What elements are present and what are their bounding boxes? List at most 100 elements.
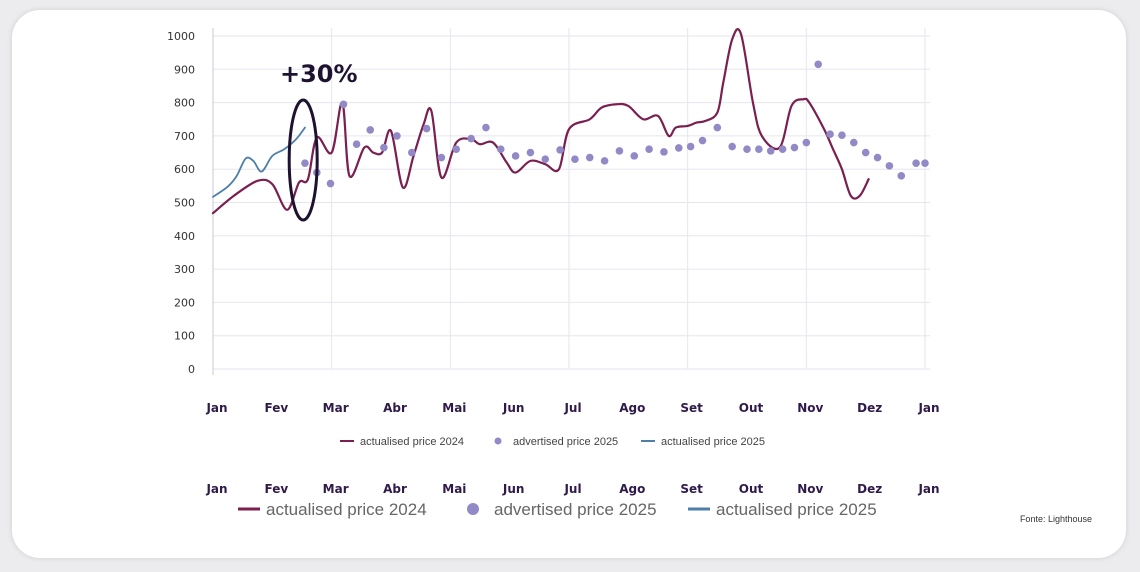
y-tick-label: 0 xyxy=(188,363,195,376)
data-point xyxy=(482,123,490,132)
data-point xyxy=(380,143,388,152)
data-point xyxy=(407,148,416,157)
series-line-0 xyxy=(211,28,870,215)
series-layer xyxy=(211,28,929,215)
data-point xyxy=(511,152,520,160)
data-point xyxy=(861,148,870,157)
data-point xyxy=(838,131,846,140)
data-point xyxy=(698,136,707,145)
x-tick-label: Jun xyxy=(502,401,525,415)
x-tick-label: Abr xyxy=(383,401,407,415)
data-point xyxy=(422,124,431,133)
legend-label-0: actualised price 2024 xyxy=(266,500,427,519)
annotation-ellipse xyxy=(287,98,319,222)
y-tick-label: 100 xyxy=(174,330,195,343)
data-point xyxy=(790,143,799,152)
data-point xyxy=(339,100,348,109)
axes: 0 100 200 300 400 500 600 700 800 900 1000 Jan Fev Ma… xyxy=(167,28,940,415)
legend-label-2: actualised price 2025 xyxy=(661,436,765,448)
y-tick-label: 800 xyxy=(174,97,195,110)
data-point xyxy=(630,152,639,160)
x-tick-label: Jul xyxy=(563,401,581,415)
legend-repeat: actualised price 2024 advertised price 20… xyxy=(238,500,877,519)
data-point xyxy=(467,134,475,143)
data-point xyxy=(755,145,763,154)
data-point xyxy=(743,145,751,154)
x-tick-label: Out xyxy=(739,401,764,415)
x-tick-label: Mar xyxy=(323,401,349,415)
data-point xyxy=(556,146,564,154)
data-point xyxy=(873,153,882,162)
data-point xyxy=(496,145,505,154)
data-point xyxy=(686,142,695,151)
x-tick-label-repeat: Jan xyxy=(917,482,939,496)
legend-swatch-1 xyxy=(494,437,502,445)
data-point xyxy=(645,145,653,154)
legend: actualised price 2024 advertised price 20… xyxy=(340,436,765,448)
y-tick-label: 1000 xyxy=(167,30,195,43)
data-point xyxy=(897,172,906,180)
data-point xyxy=(352,140,361,149)
x-tick-label: Jan xyxy=(205,401,227,415)
x-tick-label-repeat: Set xyxy=(680,482,703,496)
x-tick-label: Fev xyxy=(264,401,288,415)
x-tick-label: Dez xyxy=(857,401,882,415)
data-point xyxy=(766,147,775,155)
data-point xyxy=(778,145,787,154)
data-point xyxy=(301,159,309,168)
x-tick-label-repeat: Out xyxy=(739,482,764,496)
data-point xyxy=(660,148,668,156)
data-point xyxy=(713,123,722,132)
legend-label-1: advertised price 2025 xyxy=(513,436,618,448)
x-tick-label-repeat: Abr xyxy=(383,482,407,496)
y-tick-label: 900 xyxy=(174,63,195,76)
x-tick-label: Jan xyxy=(917,401,939,415)
x-tick-label-repeat: Jun xyxy=(502,482,525,496)
legend-label-1: advertised price 2025 xyxy=(494,500,657,519)
y-tick-label: 600 xyxy=(174,163,195,176)
y-tick-label: 300 xyxy=(174,263,195,276)
data-point xyxy=(541,155,550,164)
data-point xyxy=(571,155,579,164)
data-point xyxy=(728,142,736,151)
x-tick-label-repeat: Jan xyxy=(205,482,227,496)
annotation-layer: +30% xyxy=(280,60,358,222)
data-point xyxy=(585,153,594,162)
data-point xyxy=(437,153,446,162)
x-tick-label: Mai xyxy=(442,401,466,415)
data-point xyxy=(393,132,401,140)
data-point xyxy=(615,147,624,155)
data-point xyxy=(674,144,683,152)
x-tick-label-repeat: Mar xyxy=(323,482,349,496)
x-tick-label-repeat: Nov xyxy=(797,482,823,496)
data-point xyxy=(366,126,375,134)
y-tick-label: 500 xyxy=(174,197,195,210)
legend-label-2: actualised price 2025 xyxy=(716,500,877,519)
y-tick-label: 700 xyxy=(174,130,195,143)
grid xyxy=(213,28,930,370)
data-point xyxy=(600,157,609,165)
data-point xyxy=(885,162,894,170)
x-tick-label: Ago xyxy=(619,401,645,415)
legend-swatch-1 xyxy=(467,503,479,515)
x-tick-label-repeat: Dez xyxy=(857,482,882,496)
x-tick-label-repeat: Jul xyxy=(563,482,581,496)
x-tick-label: Set xyxy=(680,401,703,415)
data-point xyxy=(452,145,461,154)
source-label: Fonte: Lighthouse xyxy=(1020,514,1092,524)
data-point xyxy=(850,138,858,147)
annotation-text: +30% xyxy=(280,60,358,88)
data-point xyxy=(526,148,535,157)
data-point xyxy=(326,179,335,188)
month-labels-repeat: Jan Fev Mar Abr Mai Jun Jul Ago Set Out Nov Dez Jan xyxy=(205,482,939,496)
x-tick-label-repeat: Fev xyxy=(264,482,288,496)
x-tick-label: Nov xyxy=(797,401,823,415)
x-tick-label-repeat: Ago xyxy=(619,482,645,496)
data-point xyxy=(826,130,834,139)
data-point xyxy=(814,60,822,69)
y-tick-label: 200 xyxy=(174,296,195,309)
data-point xyxy=(912,159,920,168)
data-point xyxy=(802,138,811,147)
x-tick-label-repeat: Mai xyxy=(442,482,466,496)
